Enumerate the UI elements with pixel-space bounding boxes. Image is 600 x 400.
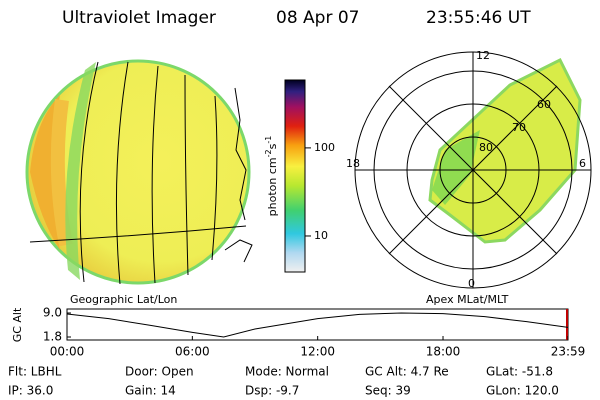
status-field: Seq: 39 xyxy=(365,384,411,398)
altitude-label: GC Alt xyxy=(11,307,24,342)
x-tick-label: 23:59 xyxy=(551,345,586,359)
mlat-label: 70 xyxy=(512,121,526,134)
mlt-label: 0 xyxy=(468,277,475,290)
panel-label: Apex MLat/MLT xyxy=(426,293,509,306)
status-field: GLon: 120.0 xyxy=(486,384,559,398)
unit-exp: -1 xyxy=(264,136,273,144)
status-field: Door: Open xyxy=(125,365,194,379)
geographic-image xyxy=(25,59,253,285)
colorbar-ticks: 10 100 xyxy=(305,141,335,242)
status-field: GC Alt: 4.7 Re xyxy=(365,365,449,379)
x-tick-label: 18:00 xyxy=(426,345,461,359)
x-tick-label: 12:00 xyxy=(300,345,335,359)
mlat-label: 80 xyxy=(479,141,493,154)
colorbar xyxy=(284,79,306,273)
status-field: Flt: LBHL xyxy=(8,365,62,379)
status-field: IP: 36.0 xyxy=(8,384,53,398)
colorbar-tick-label: 10 xyxy=(314,229,328,242)
colorbar-tick-label: 100 xyxy=(314,141,335,154)
date: 08 Apr 07 xyxy=(276,8,359,28)
footer: Flt: LBHL Door: Open Mode: Normal GC Alt: 4… xyxy=(8,365,559,398)
altitude-frame xyxy=(66,308,569,341)
unit: photon cm xyxy=(266,157,279,216)
panel-label: Geographic Lat/Lon xyxy=(70,293,177,306)
colorbar-label: photon cm-2s-1 xyxy=(264,136,280,217)
x-tick-label: 06:00 xyxy=(175,345,210,359)
polar-image xyxy=(354,51,592,289)
unit: s xyxy=(266,143,279,149)
altitude-plot: 9.0 1.800:00 06:00 12:00 18:00 23:59 xyxy=(43,306,585,359)
mlat-label: 60 xyxy=(537,98,551,111)
status-field: Dsp: -9.7 xyxy=(245,384,299,398)
title: Ultraviolet Imager xyxy=(62,8,216,28)
status-field: Mode: Normal xyxy=(245,365,329,379)
x-tick-label: 00:00 xyxy=(50,345,85,359)
time: 23:55:46 UT xyxy=(426,8,531,28)
altitude-line xyxy=(66,312,569,338)
mlt-label: 18 xyxy=(346,157,360,170)
status-field: Gain: 14 xyxy=(125,384,176,398)
status-field: GLat: -51.8 xyxy=(486,365,553,379)
mlt-label: 12 xyxy=(476,49,490,62)
y-tick-label: 9.0 xyxy=(43,306,62,320)
unit-exp: -2 xyxy=(264,149,273,157)
y-tick-label: 1.8 xyxy=(43,330,62,344)
mlt-label: 6 xyxy=(579,157,586,170)
